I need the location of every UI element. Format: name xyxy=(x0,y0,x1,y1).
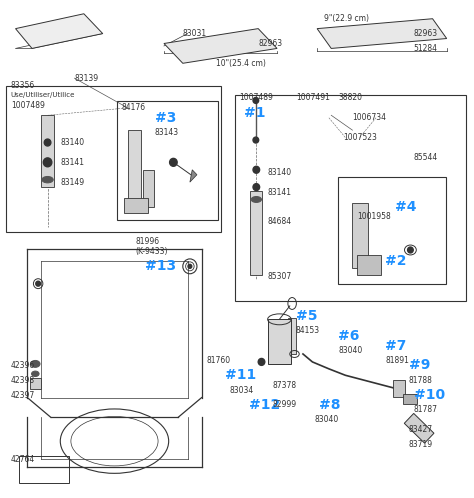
Bar xyxy=(353,204,368,268)
Text: #1: #1 xyxy=(244,106,265,120)
Text: 83140: 83140 xyxy=(268,168,292,177)
Text: #11: #11 xyxy=(225,369,256,382)
Text: 42398: 42398 xyxy=(11,375,35,385)
Text: 85544: 85544 xyxy=(414,153,438,162)
Text: 83427: 83427 xyxy=(409,425,433,434)
Polygon shape xyxy=(164,28,277,63)
Text: 1006734: 1006734 xyxy=(353,113,386,123)
Bar xyxy=(117,102,218,220)
Text: #2: #2 xyxy=(385,254,407,268)
Text: 1007491: 1007491 xyxy=(296,94,330,103)
Text: 38820: 38820 xyxy=(338,94,362,103)
Text: 81788: 81788 xyxy=(409,375,433,385)
Bar xyxy=(30,378,41,388)
Text: #5: #5 xyxy=(296,309,318,323)
Text: 82963: 82963 xyxy=(414,29,438,38)
Text: 42396: 42396 xyxy=(11,361,35,370)
Bar xyxy=(128,130,141,202)
Text: 81996: 81996 xyxy=(136,237,160,246)
Text: 83040: 83040 xyxy=(315,415,339,424)
Text: #10: #10 xyxy=(414,388,445,402)
Circle shape xyxy=(253,166,260,173)
Text: 83719: 83719 xyxy=(409,440,433,449)
Circle shape xyxy=(43,158,52,167)
Text: #13: #13 xyxy=(145,259,176,273)
Text: 9"(22.9 cm): 9"(22.9 cm) xyxy=(324,14,369,23)
Text: 81787: 81787 xyxy=(414,405,438,414)
Text: 84684: 84684 xyxy=(268,217,292,226)
Text: 1007489: 1007489 xyxy=(239,94,273,103)
Circle shape xyxy=(408,247,413,253)
Polygon shape xyxy=(16,14,103,48)
Text: 42764: 42764 xyxy=(11,455,35,464)
Text: 83031: 83031 xyxy=(183,29,207,38)
Bar xyxy=(357,255,381,275)
Text: 83141: 83141 xyxy=(60,158,84,167)
Circle shape xyxy=(36,281,40,286)
Text: 1007523: 1007523 xyxy=(343,133,377,142)
Text: 1007489: 1007489 xyxy=(11,101,45,110)
Ellipse shape xyxy=(42,176,53,183)
Text: 1001958: 1001958 xyxy=(357,212,391,221)
Circle shape xyxy=(188,264,192,268)
Bar xyxy=(143,170,154,207)
Polygon shape xyxy=(404,413,434,443)
Polygon shape xyxy=(190,170,197,182)
Circle shape xyxy=(253,137,259,143)
Text: #12: #12 xyxy=(249,398,280,412)
Bar xyxy=(268,319,291,364)
Text: #4: #4 xyxy=(395,200,416,214)
Text: 85307: 85307 xyxy=(268,272,292,281)
Bar xyxy=(6,86,220,232)
Ellipse shape xyxy=(31,361,40,368)
Text: #8: #8 xyxy=(319,398,341,412)
Text: 83141: 83141 xyxy=(268,188,292,197)
Bar xyxy=(235,96,465,301)
Text: 84153: 84153 xyxy=(296,326,320,335)
Text: 51284: 51284 xyxy=(414,44,438,53)
Bar xyxy=(403,394,417,404)
Text: 83356: 83356 xyxy=(11,81,35,90)
Text: 81891: 81891 xyxy=(385,356,410,365)
Text: 82963: 82963 xyxy=(258,39,283,48)
Bar xyxy=(19,456,69,483)
Text: #3: #3 xyxy=(155,111,176,125)
Text: 83139: 83139 xyxy=(74,74,99,83)
Text: #6: #6 xyxy=(338,329,360,343)
Text: 83034: 83034 xyxy=(230,385,254,394)
Text: 83140: 83140 xyxy=(60,138,84,147)
Text: Use/Utiliser/Utilice: Use/Utiliser/Utilice xyxy=(11,93,75,99)
Circle shape xyxy=(170,158,177,166)
Text: 83149: 83149 xyxy=(60,178,84,187)
Text: 83143: 83143 xyxy=(155,128,179,137)
Text: (K-9433): (K-9433) xyxy=(136,247,168,256)
Text: 87378: 87378 xyxy=(273,380,296,390)
Text: 10"(25.4 cm): 10"(25.4 cm) xyxy=(216,59,265,68)
Circle shape xyxy=(44,139,51,146)
Text: #9: #9 xyxy=(409,359,430,373)
Ellipse shape xyxy=(32,371,39,376)
Text: #7: #7 xyxy=(385,339,407,353)
Text: 82999: 82999 xyxy=(273,400,296,409)
Circle shape xyxy=(258,359,265,366)
Bar xyxy=(250,191,263,275)
Bar xyxy=(124,199,148,213)
Text: 83040: 83040 xyxy=(338,346,363,355)
Bar xyxy=(393,380,405,396)
Text: 42397: 42397 xyxy=(11,390,35,399)
Bar xyxy=(288,318,296,354)
Bar xyxy=(41,116,54,187)
Polygon shape xyxy=(317,19,447,48)
Ellipse shape xyxy=(251,197,262,203)
Circle shape xyxy=(253,98,259,104)
Circle shape xyxy=(253,184,260,191)
Bar xyxy=(338,177,446,284)
Text: 84176: 84176 xyxy=(121,104,146,113)
Text: 81760: 81760 xyxy=(206,356,230,365)
